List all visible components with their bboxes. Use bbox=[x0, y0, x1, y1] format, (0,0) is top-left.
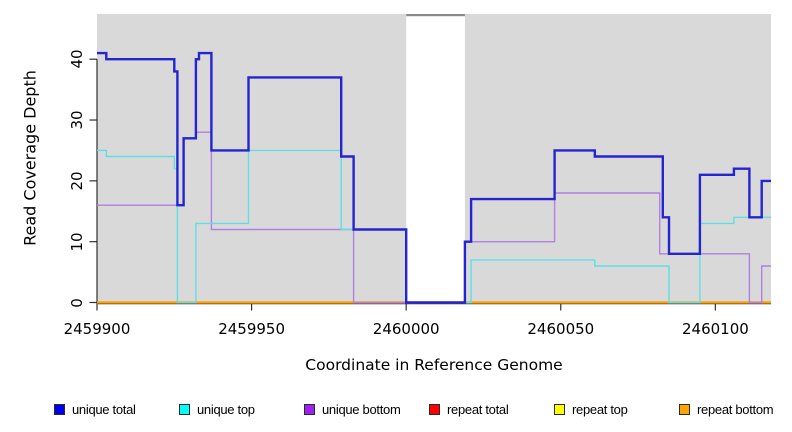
legend-swatch-unique-bottom bbox=[304, 404, 315, 415]
y-tick-label-0: 0 bbox=[68, 297, 86, 308]
legend-swatch-repeat-bottom bbox=[679, 404, 690, 415]
series-unique-total bbox=[97, 51, 771, 304]
legend-item-repeat-bottom: repeat bottom bbox=[679, 402, 774, 417]
gap-region-top-border bbox=[406, 14, 465, 17]
x-tick-label-2460050: 2460050 bbox=[527, 320, 595, 338]
y-tick-label-40: 40 bbox=[68, 49, 86, 69]
x-tick-label-2460100: 2460100 bbox=[681, 320, 749, 338]
legend-swatch-repeat-total bbox=[429, 404, 440, 415]
legend-swatch-repeat-top bbox=[554, 404, 565, 415]
legend-label: repeat bottom bbox=[697, 402, 774, 417]
legend-swatch-unique-top bbox=[179, 404, 190, 415]
legend-item-repeat-top: repeat top bbox=[554, 402, 628, 417]
x-tick-label-2459950: 2459950 bbox=[218, 320, 285, 338]
legend-label: unique bottom bbox=[322, 402, 401, 417]
x-tick-label-2459900: 2459900 bbox=[63, 320, 131, 338]
legend-item-unique-total: unique total bbox=[54, 402, 136, 417]
x-tick-label-2460000: 2460000 bbox=[372, 320, 440, 338]
y-tick-label-20: 20 bbox=[68, 171, 86, 191]
legend-label: repeat top bbox=[572, 402, 628, 417]
legend-label: unique top bbox=[197, 402, 255, 417]
legend-item-unique-top: unique top bbox=[179, 402, 255, 417]
x-axis-title: Coordinate in Reference Genome bbox=[305, 356, 563, 374]
gap-region-band bbox=[406, 14, 465, 303]
y-tick-label-10: 10 bbox=[68, 232, 86, 252]
legend-label: repeat total bbox=[447, 402, 509, 417]
legend-swatch-unique-total bbox=[54, 404, 65, 415]
legend-item-repeat-total: repeat total bbox=[429, 402, 509, 417]
y-axis-title: Read Coverage Depth bbox=[20, 70, 40, 246]
y-tick-label-30: 30 bbox=[68, 110, 86, 130]
legend-item-unique-bottom: unique bottom bbox=[304, 402, 401, 417]
legend-label: unique total bbox=[72, 402, 136, 417]
